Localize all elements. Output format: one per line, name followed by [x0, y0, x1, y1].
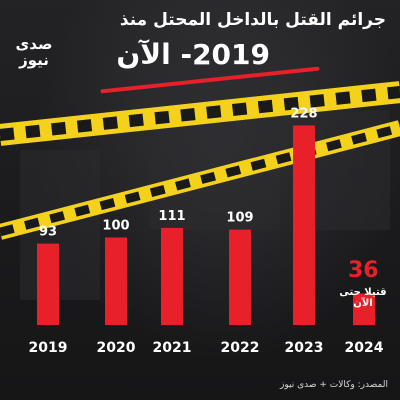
value-label-2021: 111: [158, 209, 185, 224]
bar-2019: [37, 243, 59, 325]
highlight-value-2024: 36: [348, 258, 379, 283]
bar-layer: [37, 125, 375, 325]
source-credit: المصدر: وكالات + صدى نيوز: [280, 380, 388, 390]
bar-2020: [105, 237, 127, 325]
caution-tape-upper: [0, 81, 400, 146]
value-label-2020: 100: [102, 219, 129, 234]
value-label-2023: 228: [290, 107, 317, 122]
caution-tape-lower-stripes: [0, 123, 400, 237]
x-tick-2021: 2021: [153, 340, 192, 356]
caution-tape-lower: [0, 120, 400, 240]
bar-2024: [353, 293, 375, 325]
highlight-note: قتيلا حتى الآن: [339, 287, 387, 309]
caution-tape-upper-band: [0, 81, 400, 146]
x-tick-2023: 2023: [285, 340, 324, 356]
x-tick-2024: 2024: [345, 340, 384, 356]
chart-title: جرائم القتل بالداخل المحتل منذ: [119, 10, 386, 30]
chart-subtitle: 2019- الآن: [116, 38, 270, 71]
bar-2022: [229, 229, 251, 325]
x-tick-2020: 2020: [97, 340, 136, 356]
brand-logo: صدى نيوز: [15, 35, 53, 69]
bar-2023: [293, 125, 315, 325]
value-label-2022: 109: [226, 211, 253, 226]
value-label-2019: 93: [39, 225, 57, 240]
background-panel: [150, 40, 280, 230]
x-tick-2019: 2019: [29, 340, 68, 356]
x-tick-2022: 2022: [221, 340, 260, 356]
bar-2021: [161, 227, 183, 325]
label-layer: 93 2019 100 2020 111 2021 109 2022 228 2023 2024: [29, 107, 384, 357]
caution-tape-layer: [0, 81, 400, 240]
